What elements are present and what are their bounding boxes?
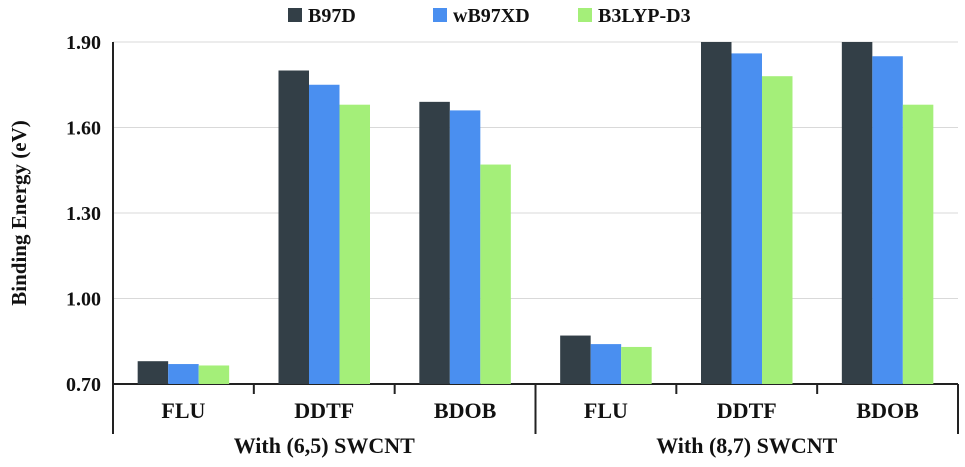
legend-swatch [433, 8, 447, 22]
bar-wb97xd [449, 110, 481, 385]
bar-b97d [278, 70, 309, 384]
bar-b3lyp-d3 [902, 104, 934, 384]
x-category-label: DDTF [717, 398, 777, 423]
y-tick-label: 1.90 [66, 32, 101, 54]
legend-swatch [578, 8, 592, 22]
bar-wb97xd [590, 344, 622, 384]
bar-wb97xd [309, 84, 340, 384]
legend: B97D wB97XD B3LYP-D3 [288, 5, 691, 27]
legend-label: B3LYP-D3 [598, 5, 691, 27]
bar-b3lyp-d3 [621, 346, 652, 384]
y-axis-title: Binding Energy (eV) [7, 120, 31, 306]
bar-wb97xd [872, 56, 903, 384]
bar-b97d [701, 42, 732, 384]
gridlines [113, 41, 958, 299]
x-category-label: FLU [584, 398, 628, 423]
labels: Binding Energy (eV) 0.70 1.00 1.30 1.60 1.90… [7, 32, 919, 458]
x-category-label: DDTF [294, 398, 354, 423]
x-category-label: BDOB [856, 398, 919, 423]
x-group-label: With (8,7) SWCNT [656, 433, 837, 458]
bar-b3lyp-d3 [480, 164, 511, 384]
bar-b97d [841, 42, 873, 384]
y-tick-label: 0.70 [66, 374, 101, 396]
legend-label: B97D [308, 5, 356, 27]
axes [112, 42, 959, 434]
bar-b97d [137, 361, 169, 384]
legend-label: wB97XD [453, 5, 530, 27]
y-tick-label: 1.60 [66, 118, 101, 140]
y-tick-label: 1.30 [66, 203, 101, 225]
bars [137, 42, 934, 385]
bar-b3lyp-d3 [198, 365, 230, 384]
bar-wb97xd [731, 53, 762, 385]
x-group-label: With (6,5) SWCNT [234, 433, 415, 458]
x-category-label: FLU [161, 398, 205, 423]
bar-b3lyp-d3 [762, 76, 793, 384]
y-tick-label: 1.00 [66, 289, 101, 311]
bar-b97d [560, 335, 591, 384]
bar-wb97xd [168, 364, 199, 384]
bar-b3lyp-d3 [339, 104, 370, 384]
legend-swatch [288, 8, 302, 22]
bar-b97d [419, 101, 450, 384]
x-category-label: BDOB [434, 398, 497, 423]
